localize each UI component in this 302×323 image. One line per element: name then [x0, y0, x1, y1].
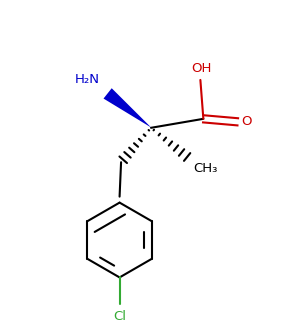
Text: H₂N: H₂N [75, 73, 100, 86]
Text: CH₃: CH₃ [193, 162, 217, 175]
Polygon shape [104, 88, 151, 128]
Text: O: O [242, 115, 252, 128]
Text: OH: OH [192, 62, 212, 76]
Text: Cl: Cl [113, 310, 126, 323]
